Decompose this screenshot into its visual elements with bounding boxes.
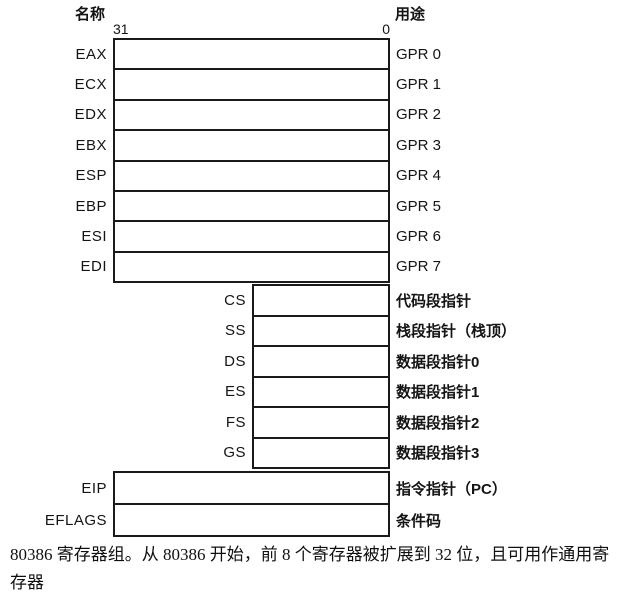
register-name-label: EBX bbox=[75, 136, 107, 154]
register-row-esp: ESP GPR 4 bbox=[75, 159, 441, 190]
register-name-label: EIP bbox=[81, 479, 107, 497]
register-name-label: ESI bbox=[81, 228, 107, 246]
register-usage-label: GPR 2 bbox=[396, 106, 442, 124]
bit-31-label: 31 bbox=[113, 21, 129, 37]
register-name-label: EDX bbox=[74, 106, 107, 124]
register-name-label: SS bbox=[224, 322, 246, 340]
register-name-label: ESP bbox=[75, 167, 107, 185]
figure-caption-line1: 80386 寄存器组。从 80386 开始，前 8 个寄存器被扩展到 32 位，… bbox=[10, 545, 610, 564]
register-usage-label: GPR 0 bbox=[396, 45, 442, 63]
figure-caption: 80386 寄存器组。从 80386 开始，前 8 个寄存器被扩展到 32 位，… bbox=[10, 541, 622, 597]
register-row-ds: DS 数据段指针0 bbox=[224, 345, 479, 376]
register-row-es: ES 数据段指针1 bbox=[225, 375, 479, 406]
register-name-label: EDI bbox=[80, 258, 107, 276]
bit-range-labels: 31 0 bbox=[113, 21, 390, 37]
register-row-eax: EAX GPR 0 bbox=[75, 40, 441, 69]
register-usage-label: 数据段指针3 bbox=[396, 445, 480, 463]
register-usage-label: 条件码 bbox=[396, 512, 442, 530]
register-usage-label: GPR 4 bbox=[396, 167, 442, 185]
register-row-eflags: EFLAGS 条件码 bbox=[45, 503, 441, 535]
register-row-cs: CS 代码段指针 bbox=[224, 286, 471, 315]
register-usage-label: GPR 5 bbox=[396, 197, 442, 215]
register-usage-label: 指令指针（PC） bbox=[396, 480, 507, 498]
register-name-label: EBP bbox=[75, 197, 107, 215]
register-row-ebp: EBP GPR 5 bbox=[75, 189, 441, 221]
register-usage-label: GPR 1 bbox=[396, 76, 442, 94]
register-name-label: EFLAGS bbox=[44, 511, 107, 529]
register-name-label: FS bbox=[225, 413, 246, 431]
segment-register-box: CS 代码段指针 SS 栈段指针（栈顶） DS 数据段指针0 ES 数据段指针1… bbox=[223, 284, 516, 469]
register-name-label: ES bbox=[224, 383, 246, 401]
register-row-ebx: EBX GPR 3 bbox=[75, 129, 441, 160]
register-row-gs: GS 数据段指针3 bbox=[223, 436, 479, 467]
register-usage-label: GPR 3 bbox=[396, 136, 442, 154]
register-usage-label: 数据段指针0 bbox=[396, 353, 480, 371]
register-row-ecx: ECX GPR 1 bbox=[75, 68, 441, 99]
register-row-eip: EIP 指令指针（PC） bbox=[81, 473, 507, 503]
register-row-edx: EDX GPR 2 bbox=[75, 98, 441, 130]
register-usage-label: GPR 7 bbox=[396, 258, 442, 276]
register-name-label: ECX bbox=[74, 76, 107, 94]
bit-0-label: 0 bbox=[382, 21, 390, 37]
register-usage-label: GPR 6 bbox=[396, 228, 442, 246]
register-row-ss: SS 栈段指针（栈顶） bbox=[225, 314, 516, 345]
register-name-label: EAX bbox=[75, 45, 107, 63]
register-usage-label: 数据段指针1 bbox=[396, 384, 480, 402]
register-usage-label: 代码段指针 bbox=[396, 292, 472, 310]
figure-caption-line2: 存器 bbox=[10, 573, 44, 592]
register-name-label: DS bbox=[224, 352, 246, 370]
register-row-fs: FS 数据段指针2 bbox=[226, 406, 479, 437]
control-register-box: EIP 指令指针（PC） EFLAGS 条件码 bbox=[45, 471, 507, 537]
register-usage-label: 栈段指针（栈顶） bbox=[396, 323, 517, 341]
register-row-edi: EDI GPR 7 bbox=[80, 250, 441, 282]
register-name-label: CS bbox=[224, 291, 246, 309]
register-name-label: GS bbox=[223, 444, 246, 462]
gpr-register-box: EAX GPR 0 ECX GPR 1 EDX GPR 2 EBX GPR 3 … bbox=[75, 38, 441, 284]
usage-column-header: 用途 bbox=[395, 6, 426, 23]
register-usage-label: 数据段指针2 bbox=[396, 414, 480, 432]
register-row-esi: ESI GPR 6 bbox=[81, 220, 441, 251]
name-column-header: 名称 bbox=[75, 6, 106, 23]
